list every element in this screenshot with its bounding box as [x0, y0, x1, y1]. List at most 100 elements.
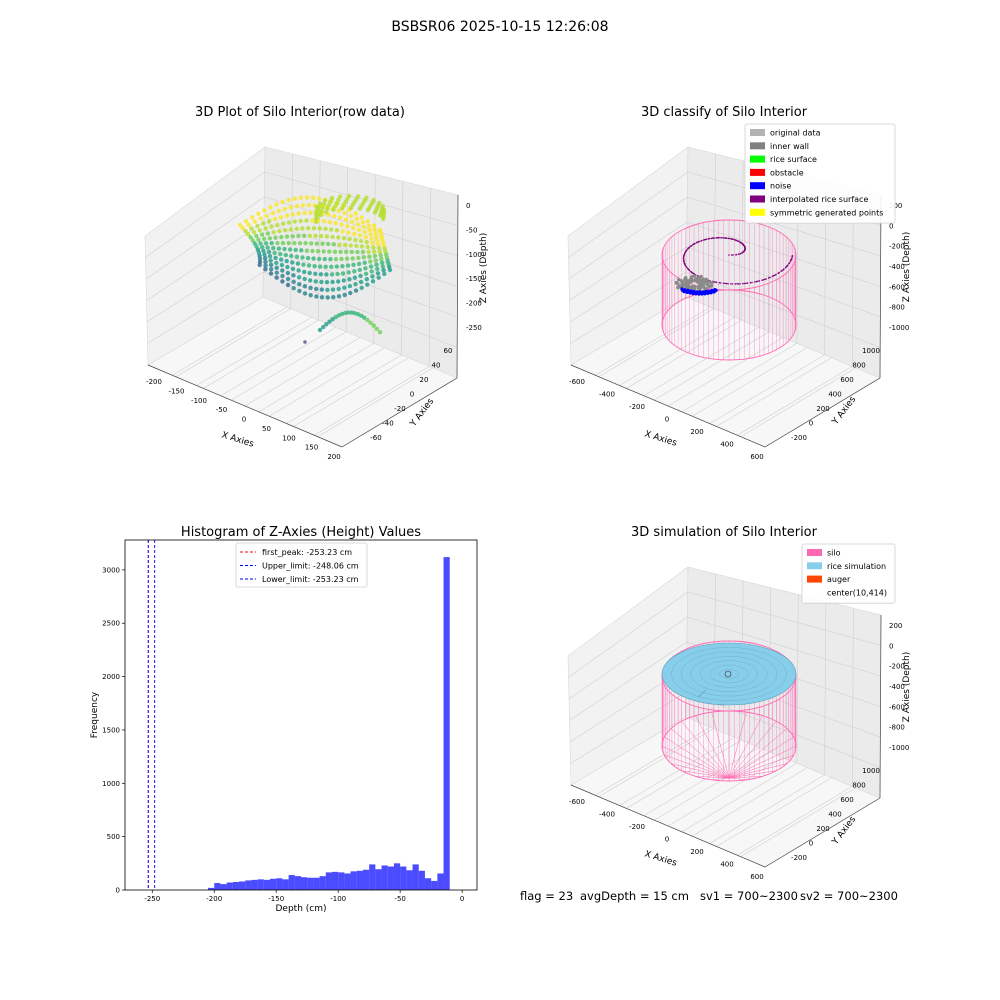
raw-data-point [339, 206, 345, 211]
raw-data-point [359, 285, 364, 290]
legend-swatch [750, 195, 765, 203]
y-tick-label: 3000 [102, 566, 120, 574]
raw-data-point [266, 249, 272, 255]
raw-data-point [348, 243, 353, 248]
raw-data-point [246, 222, 251, 227]
raw-data-point [334, 264, 339, 269]
z-tick-label: 200 [889, 202, 902, 210]
y-tick-label: 200 [816, 825, 829, 833]
legend-label: interpolated rice surface [770, 195, 868, 204]
histogram-x-ticks: -250 -200 -150 -100 -50 0 [144, 890, 464, 903]
grid-line [619, 736, 735, 806]
raw-data-point [348, 213, 353, 219]
interpolated-point [788, 262, 791, 264]
raw-data-point [269, 224, 274, 229]
histogram-bar [387, 866, 394, 890]
raw-data-point [243, 229, 248, 234]
raw-data-point [284, 213, 290, 218]
raw-data-point [302, 291, 308, 296]
raw-data-point [306, 202, 311, 208]
raw-data-point [274, 260, 279, 266]
raw-data-point [258, 241, 263, 246]
raw-data-point [280, 199, 285, 205]
raw-data-point [267, 236, 273, 241]
raw-data-point [344, 249, 349, 255]
grid-line [716, 357, 832, 427]
raw-data-point [373, 258, 378, 263]
inner-wall-point [676, 282, 680, 286]
histogram-bar [251, 879, 258, 890]
raw-data-point [313, 216, 319, 221]
raw-data-point [265, 245, 270, 250]
flag-text: flag = 23 [520, 889, 573, 903]
raw-data-point [255, 223, 260, 229]
legend-swatch [807, 575, 822, 583]
raw-data-point [359, 215, 364, 220]
raw-data-point [279, 262, 285, 268]
raw-data-point [339, 222, 344, 227]
raw-data-point [289, 253, 294, 259]
raw-data-point [334, 228, 340, 233]
z-tick-label: 0 [889, 642, 893, 650]
raw-data-point [379, 260, 385, 265]
histogram-bar [245, 880, 252, 890]
raw-data-point [276, 208, 281, 213]
raw-data-point [327, 219, 332, 225]
raw-data-point [334, 200, 339, 206]
raw-data-point [342, 292, 347, 298]
histogram-bar [301, 877, 308, 890]
raw-data-point [379, 256, 384, 262]
raw-data-point [342, 211, 347, 216]
classify-3d-plot: 3D classify of Silo Interior -600 -400 -20… [567, 105, 912, 461]
silo-cone-line [695, 715, 730, 779]
raw-data-point [350, 225, 356, 231]
grid-line [146, 221, 265, 301]
raw-data-point [291, 286, 296, 291]
raw-data-point [279, 234, 284, 240]
raw-data-point [365, 244, 370, 250]
raw-data-point [377, 249, 382, 254]
raw-data-point [360, 249, 366, 255]
footer-stats: flag = 23 avgDepth = 15 cm sv1 = 700~230… [520, 889, 898, 903]
histogram-reference-lines [147, 540, 156, 890]
interpolated-point [737, 283, 740, 285]
interpolated-point [688, 246, 690, 249]
x-tick-label: -400 [599, 811, 615, 819]
z-tick-label: -800 [889, 304, 905, 312]
raw-data-point [374, 262, 379, 267]
grid-line [595, 306, 711, 376]
raw-data-point [275, 240, 280, 246]
raw-data-point [326, 202, 332, 208]
raw-data-point [353, 282, 358, 287]
raw-data-point [369, 236, 374, 241]
raw-data-point [370, 279, 376, 284]
inner-wall-point [688, 278, 693, 282]
raw-z-ticks: 0 -50 -100 -150 -200 -250 [466, 202, 482, 332]
raw-data-point [320, 205, 325, 210]
raw-data-point [368, 232, 373, 237]
raw-data-point [332, 249, 338, 254]
z-axis-line [879, 614, 882, 799]
grid-line [145, 171, 265, 258]
histogram-y-label: Frequency [90, 691, 100, 738]
raw-data-point [358, 279, 364, 285]
raw-data-point [333, 220, 338, 226]
legend-swatch [750, 155, 765, 163]
raw-data-point [277, 228, 282, 234]
silo-cone-line [728, 777, 747, 781]
simulation-z-label: Z Axies (Depth) [902, 652, 912, 723]
auger-line [697, 689, 707, 698]
raw-data-point [366, 223, 371, 228]
raw-data-point [263, 263, 268, 268]
raw-data-point [321, 324, 326, 330]
raw-data-point [274, 202, 279, 207]
raw-data-point [319, 279, 324, 285]
interpolated-point [769, 276, 771, 279]
interpolated-point [712, 237, 715, 239]
grid-line [293, 357, 409, 427]
grid-line [598, 308, 714, 377]
raw-data-point [310, 195, 316, 200]
classify-legend: original data inner wall rice surface obsta… [744, 123, 896, 224]
interpolated-point [738, 253, 740, 255]
y-tick-label: -200 [791, 434, 807, 442]
